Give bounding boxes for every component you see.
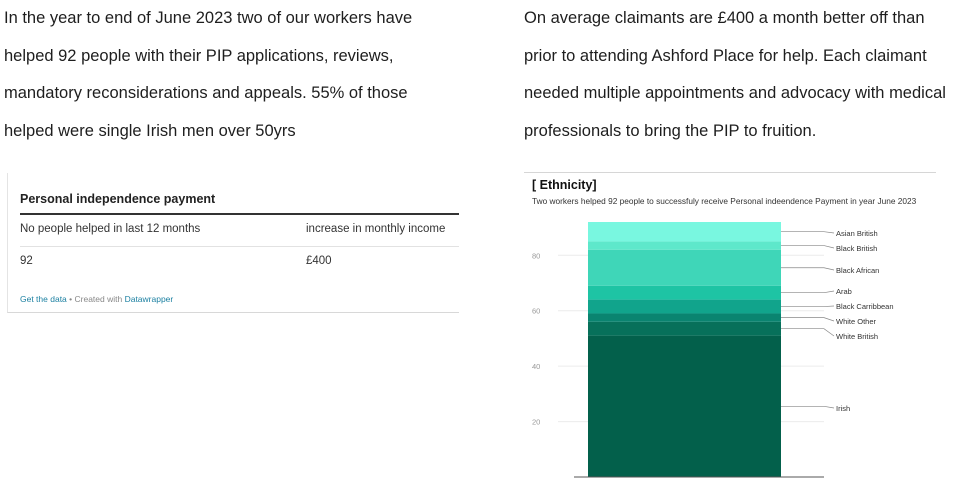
paragraph-line: prior to attending Ashford Place for hel… <box>524 46 927 65</box>
bar-segment <box>588 241 781 250</box>
datawrapper-link[interactable]: Datawrapper <box>124 294 174 304</box>
table-cell-income: £400 <box>306 255 332 267</box>
series-label: White Other <box>836 317 877 326</box>
table-footer: Get the data • Created with Datawrapper <box>20 294 173 304</box>
leader-line <box>781 231 835 234</box>
table-row-divider <box>20 246 459 247</box>
paragraph-line: needed multiple appointments and advocac… <box>524 84 946 102</box>
table-header-rule <box>20 213 459 215</box>
y-tick-label: 60 <box>532 307 540 316</box>
paragraph-left: In the year to end of June 2023 two of o… <box>4 0 412 150</box>
chart-subtitle: Two workers helped 92 people to successf… <box>532 196 917 206</box>
paragraph-line: On average claimants are £400 a month be… <box>524 9 925 27</box>
leader-line <box>781 405 835 409</box>
paragraph-line: In the year to end of June 2023 two of o… <box>4 9 413 27</box>
series-label: Black Carribbean <box>836 302 894 311</box>
pip-table-card: Personal independence payment No people … <box>7 173 459 313</box>
bar-segment <box>588 249 781 286</box>
leader-line <box>781 267 835 271</box>
chart-canvas: 20 40 60 80 Irish White British White Other Bla… <box>532 222 894 478</box>
series-label: Black African <box>836 266 879 275</box>
paragraph-line: helped 92 people with their PIP applicat… <box>4 46 394 65</box>
bar-segment <box>588 335 781 477</box>
bar-segment <box>588 222 781 242</box>
series-label: Asian British <box>836 229 878 238</box>
bar-segment <box>588 285 781 300</box>
bar-segment <box>588 313 781 322</box>
bar-segment <box>588 321 781 336</box>
paragraph-line: professionals to bring the PIP to fruiti… <box>524 121 817 140</box>
paragraph-right: On average claimants are £400 a month be… <box>524 0 946 150</box>
ethnicity-chart: 20 40 60 80 Irish White British White Other Bla… <box>524 172 936 489</box>
leader-line <box>781 317 835 322</box>
leader-line <box>781 245 835 249</box>
leader-line <box>781 290 835 294</box>
paragraph-line: mandatory reconsiderations and appeals. … <box>4 84 408 102</box>
leader-line <box>781 328 835 337</box>
chart-title: [ Ethnicity] <box>532 178 597 192</box>
leader-line <box>781 305 835 307</box>
table-title: Personal independence payment <box>20 192 216 206</box>
series-label: Arab <box>836 287 852 296</box>
table-header-people: No people helped in last 12 months <box>20 223 201 235</box>
series-label: Black British <box>836 244 877 253</box>
table-header-income: increase in monthly income <box>306 223 446 235</box>
series-label: Irish <box>836 404 850 413</box>
paragraph-line: helped were single Irish men over 50yrs <box>4 121 296 140</box>
footer-separator: • Created with <box>66 294 125 304</box>
get-data-link[interactable]: Get the data <box>20 294 67 304</box>
table-cell-people: 92 <box>20 255 33 267</box>
y-tick-label: 40 <box>532 362 540 371</box>
y-tick-label: 80 <box>532 251 540 260</box>
y-tick-label: 20 <box>532 418 540 427</box>
bar-segment <box>588 299 781 314</box>
series-label: White British <box>836 332 878 341</box>
